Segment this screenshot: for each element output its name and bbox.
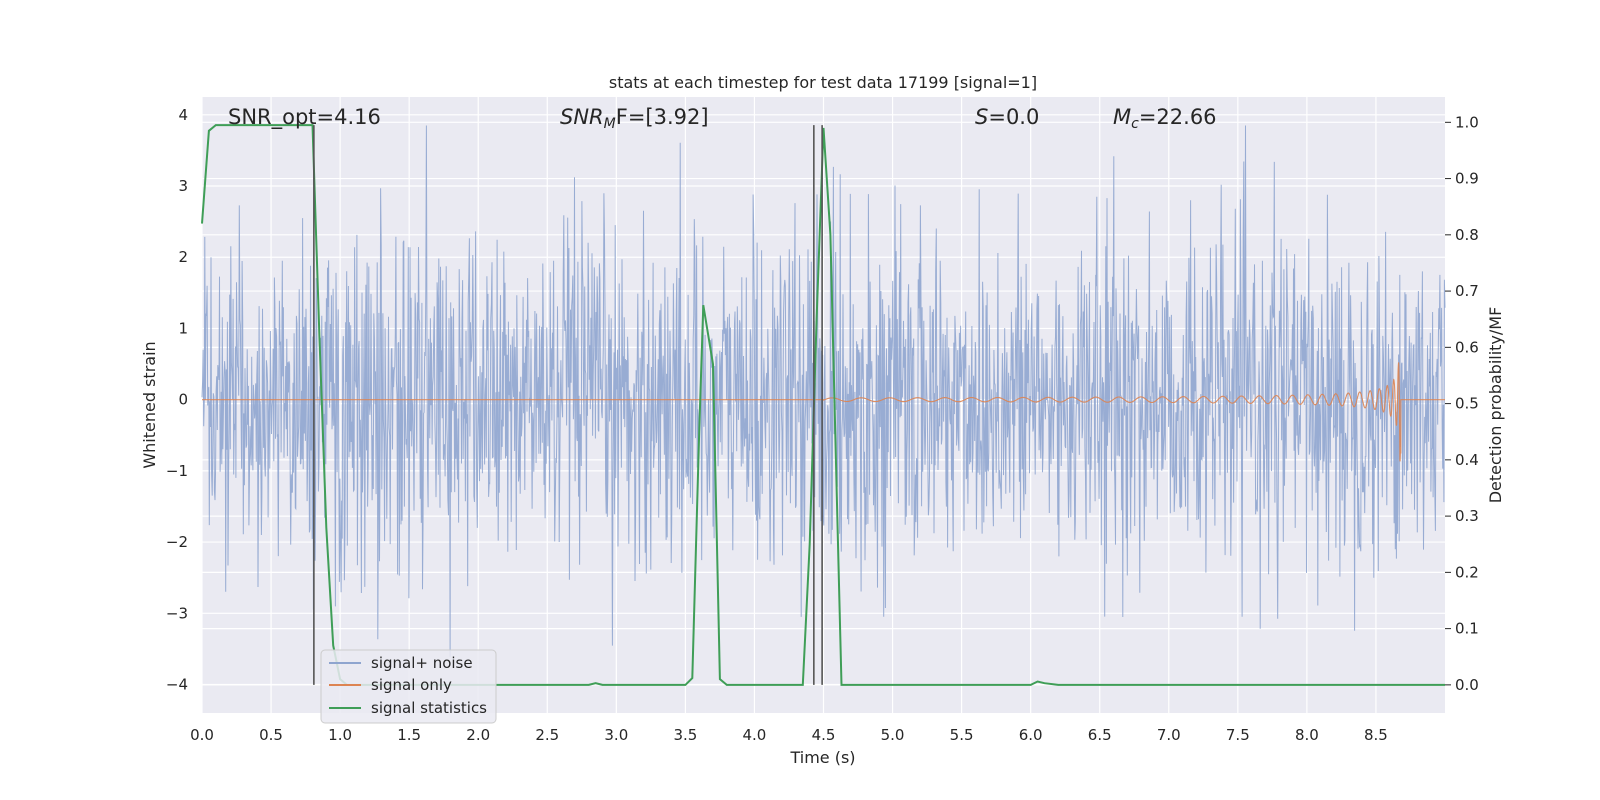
y-tick-label: 2 — [178, 248, 188, 266]
y-right-tick-label: 0.0 — [1455, 676, 1479, 694]
legend-label-signal-statistics: signal statistics — [371, 699, 487, 717]
y-tick-label: 3 — [178, 177, 188, 195]
y-tick-label: 4 — [178, 106, 188, 124]
y-right-axis-label: Detection probability/MF — [1486, 307, 1505, 504]
y-right-tick-label: 0.6 — [1455, 338, 1479, 356]
x-tick-label: 6.0 — [1019, 726, 1043, 744]
series-signal-noise — [201, 125, 1446, 657]
y-right-tick-label: 0.3 — [1455, 507, 1479, 525]
y-right-tick-label: 0.7 — [1455, 282, 1479, 300]
x-tick-label: 6.5 — [1088, 726, 1112, 744]
x-tick-label: 0.0 — [190, 726, 214, 744]
x-tick-label: 7.0 — [1157, 726, 1181, 744]
vertical-marker-lines — [313, 125, 823, 685]
series-signal-statistics — [201, 124, 1445, 686]
y-tick-label: −2 — [166, 533, 188, 551]
x-tick-label: 0.5 — [259, 726, 283, 744]
x-axis-label: Time (s) — [789, 748, 855, 767]
signal-noise-line — [201, 125, 1446, 657]
x-tick-label: 5.5 — [950, 726, 974, 744]
y-tick-label: −4 — [166, 676, 188, 694]
x-tick-label: 4.0 — [743, 726, 767, 744]
x-tick-label: 1.5 — [397, 726, 421, 744]
y-right-tick-label: 1.0 — [1455, 113, 1479, 131]
signal-statistics-line — [201, 124, 1445, 686]
chart-title: stats at each timestep for test data 171… — [609, 73, 1037, 92]
x-tick-label: 5.0 — [881, 726, 905, 744]
x-tick-labels: 0.0 0.5 1.0 1.5 2.0 2.5 3.0 3.5 4.0 4.5 5.0 5.5 6.0 6… — [190, 726, 1388, 744]
legend-label-signal-only: signal only — [371, 676, 452, 694]
x-tick-label: 4.5 — [812, 726, 836, 744]
y-tick-label: −3 — [166, 604, 188, 622]
x-tick-label: 2.0 — [466, 726, 490, 744]
x-tick-label: 3.5 — [673, 726, 697, 744]
y-right-tick-label: 0.4 — [1455, 451, 1479, 469]
y-right-tick-label: 0.8 — [1455, 226, 1479, 244]
legend-label-signal-noise: signal+ noise — [371, 654, 473, 672]
y-tick-label: 0 — [178, 391, 188, 409]
x-tick-label: 8.0 — [1295, 726, 1319, 744]
x-tick-label: 8.5 — [1364, 726, 1388, 744]
signal-only-line — [202, 362, 1445, 462]
x-tick-label: 2.5 — [535, 726, 559, 744]
y-right-tick-label: 0.2 — [1455, 563, 1479, 581]
series-signal-only — [202, 362, 1445, 462]
x-tick-label: 3.0 — [604, 726, 628, 744]
y-right-tick-label: 0.9 — [1455, 170, 1479, 188]
y-right-tick-labels: 0.0 0.1 0.2 0.3 0.4 0.5 0.6 0.7 0.8 0.9 1.0 — [1445, 113, 1479, 694]
annotation-snr-opt: SNR_opt=4.16 — [228, 105, 381, 130]
y-tick-label: −1 — [166, 462, 188, 480]
y-tick-label: 1 — [178, 319, 188, 337]
annotation-mc: Mc=22.66 — [1113, 105, 1217, 132]
x-tick-label: 7.5 — [1226, 726, 1250, 744]
annotation-snr-mf: SNRMF=[3.92] — [560, 105, 709, 132]
legend: signal+ noise signal only signal statist… — [320, 649, 497, 724]
legend-box — [320, 649, 497, 724]
y-axis-label: Whitened strain — [140, 341, 159, 468]
y-tick-labels: −4 −3 −2 −1 0 1 2 3 4 — [166, 106, 188, 694]
y-right-tick-label: 0.1 — [1455, 620, 1479, 638]
x-tick-label: 1.0 — [328, 726, 352, 744]
y-right-tick-label: 0.5 — [1455, 395, 1479, 413]
annotation-s: S=0.0 — [975, 105, 1039, 129]
